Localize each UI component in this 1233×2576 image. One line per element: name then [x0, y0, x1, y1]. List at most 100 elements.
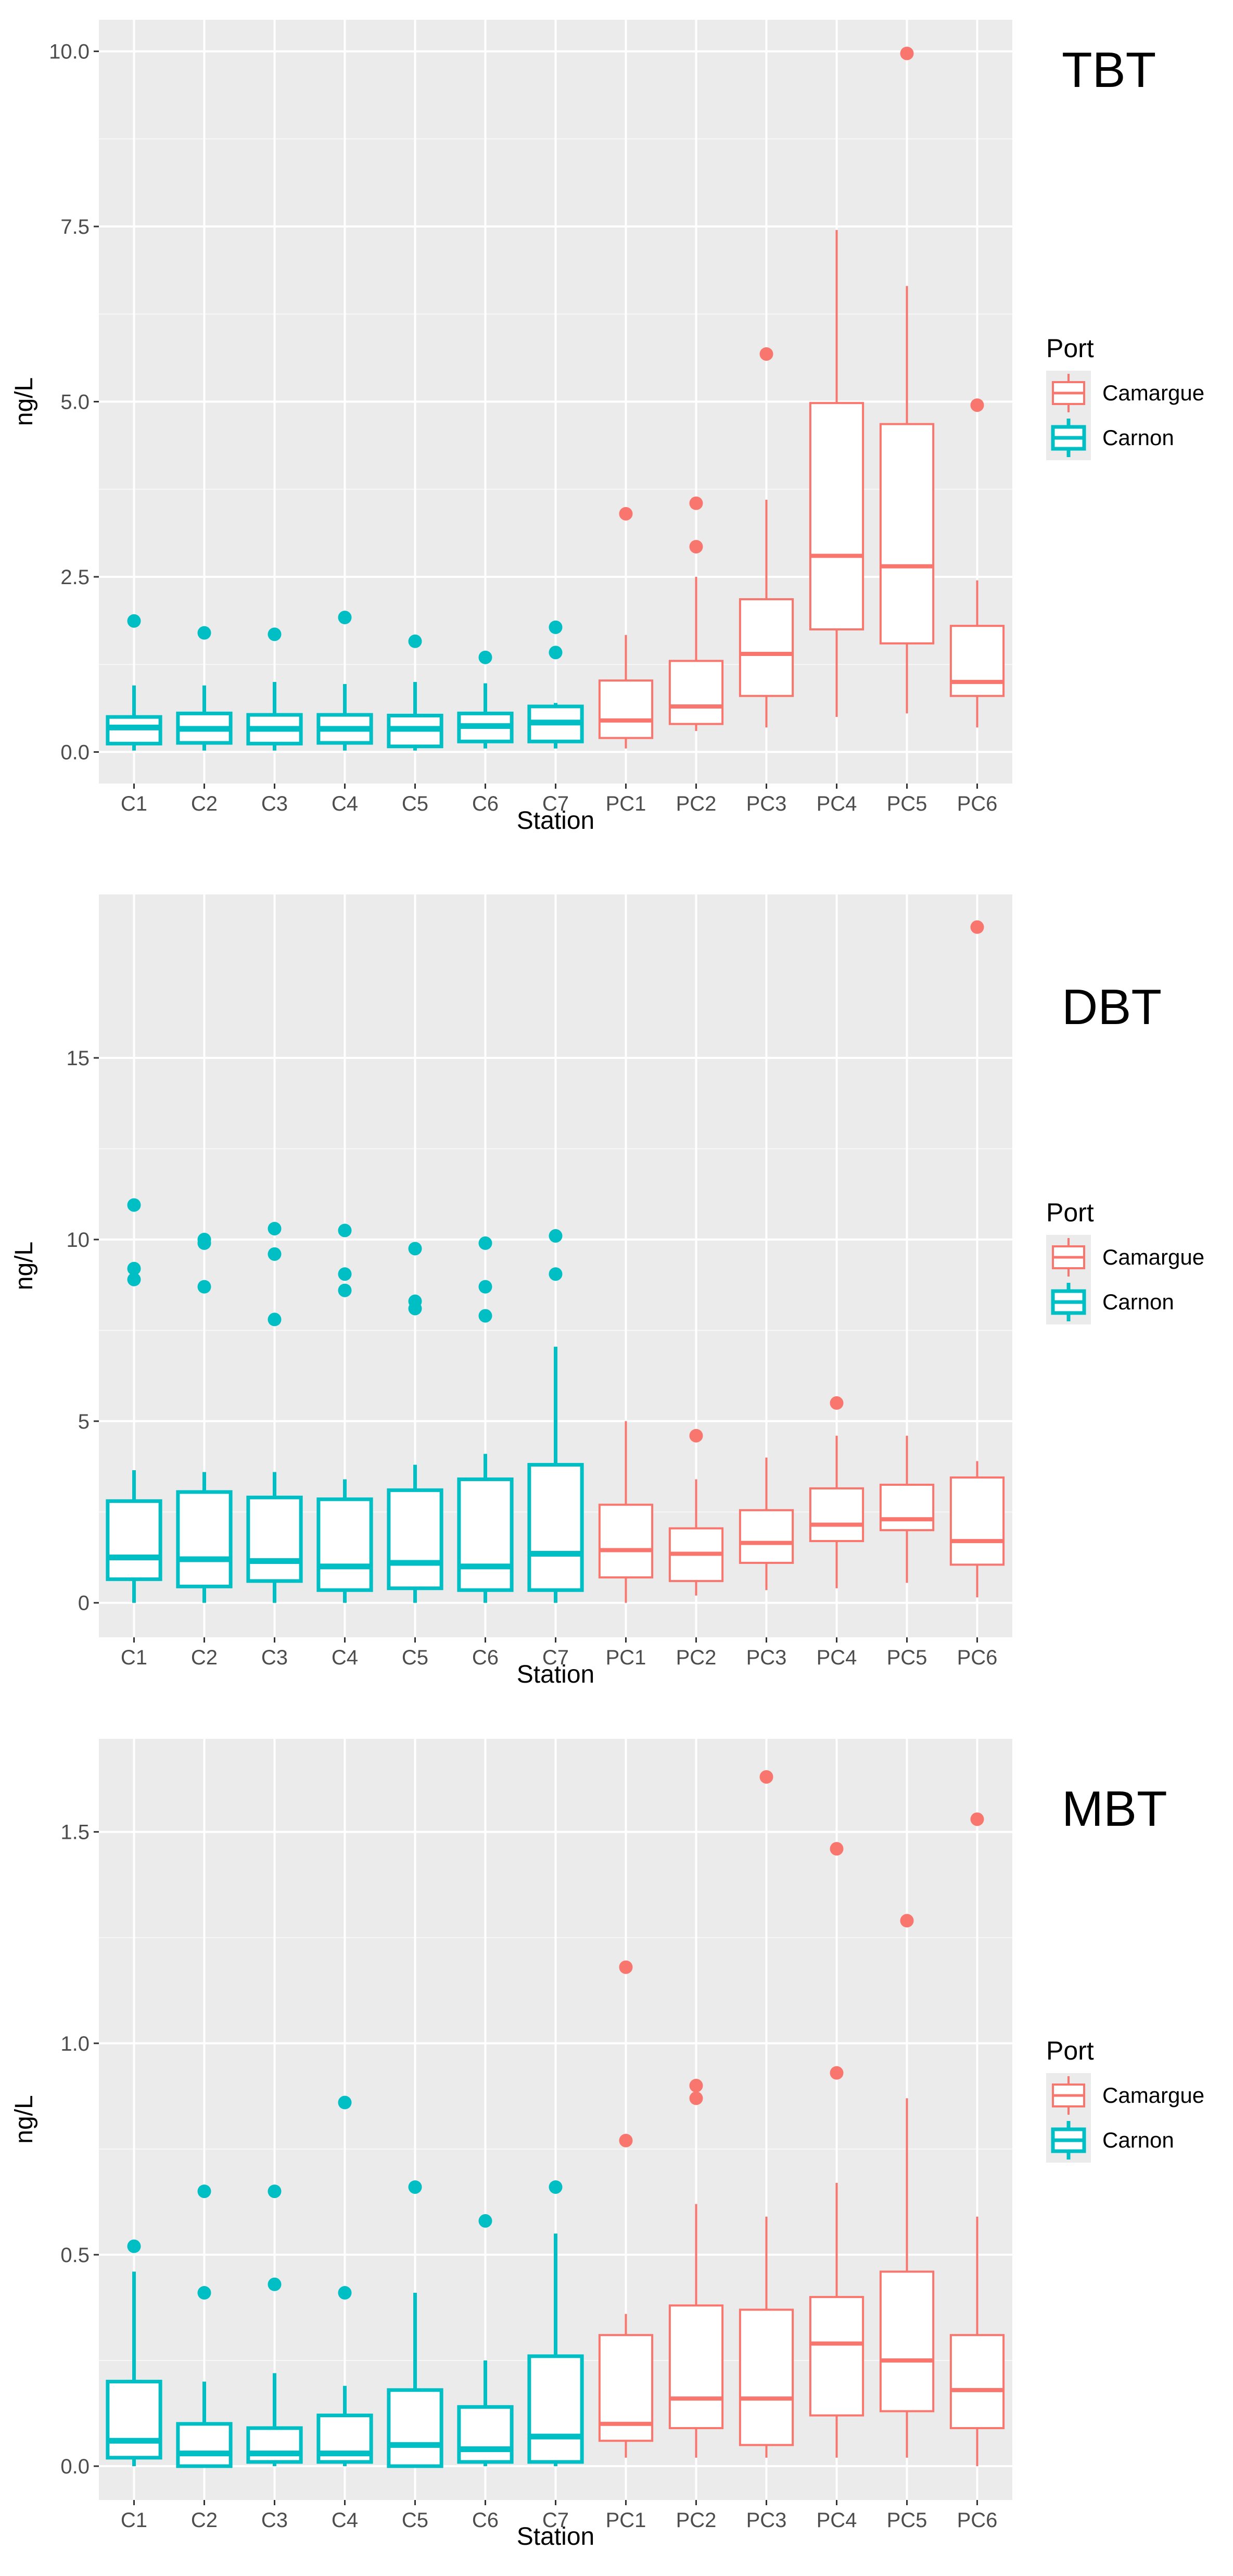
box-iqr [739, 1509, 794, 1564]
chart-panel-tbt: 0.0 2.5 5.0 7.5 10.0 C1 C2 C3 C4 C5 C6 C7 PC1 PC2 PC3 P… [0, 0, 1233, 875]
box-iqr [246, 2426, 303, 2464]
box-c6 [457, 650, 514, 749]
box-c3 [246, 1221, 303, 1603]
outlier-point [549, 620, 563, 634]
x-tick-label-pc2: PC2 [676, 1646, 717, 1669]
outlier-point [549, 646, 563, 660]
outlier-point [689, 2079, 703, 2093]
box-iqr [457, 1477, 514, 1592]
x-tick-label-c7: C7 [542, 792, 569, 815]
legend-dbt: Port Camargue Carnon [1046, 1197, 1204, 1324]
y-tick-label: 5.0 [60, 391, 90, 414]
box-c5 [387, 2180, 443, 2468]
legend-key-camargue-icon [1046, 2073, 1091, 2118]
outlier-point [689, 1429, 703, 1443]
outlier-point [338, 2286, 352, 2300]
box-pc3 [739, 1457, 794, 1590]
y-tick-label: 0.0 [60, 2455, 90, 2478]
outlier-point [830, 1396, 844, 1410]
outlier-point [549, 2180, 563, 2194]
outlier-point [970, 1812, 984, 1826]
y-tick-label: 0 [78, 1592, 90, 1615]
box-c7 [527, 2180, 584, 2467]
x-tick-label-c1: C1 [121, 792, 147, 815]
chart-svg-tbt: 0.0 2.5 5.0 7.5 10.0 C1 C2 C3 C4 C5 C6 C7 PC1 PC2 PC3 P… [10, 20, 1012, 835]
legend-key-carnon-icon [1046, 1280, 1091, 1324]
outlier-point [549, 1267, 563, 1281]
box-iqr [809, 1487, 865, 1543]
x-tick-label-pc1: PC1 [606, 792, 646, 815]
y-tick-label: 2.5 [60, 566, 90, 589]
box-iqr [106, 1499, 162, 1581]
legend-title: Port [1046, 2036, 1094, 2065]
box-c2 [176, 626, 233, 751]
box-pc4 [809, 230, 865, 717]
legend-key-camargue-icon [1046, 1235, 1091, 1280]
box-iqr [949, 1476, 1005, 1566]
box-pc1 [598, 1421, 654, 1603]
legend-mbt: Port Camargue Carnon [1046, 2036, 1204, 2163]
x-axis-title: Station [517, 807, 594, 835]
outlier-point [759, 347, 773, 361]
box-iqr [949, 625, 1005, 697]
outlier-point [268, 2277, 282, 2291]
chart-svg-dbt: 0 5 10 15 C1 C2 C3 C4 C5 C6 C7 PC1 PC2 PC3 PC4 PC5 PC6 St… [10, 894, 1012, 1688]
outlier-point [478, 2214, 492, 2228]
x-tick-label-pc6: PC6 [957, 1646, 998, 1669]
outlier-point [197, 2286, 211, 2300]
outlier-point [268, 2184, 282, 2199]
outlier-point [338, 1283, 352, 1297]
legend-tbt: Port Camargue Carnon [1046, 333, 1204, 460]
x-tick-label-c4: C4 [332, 792, 358, 815]
x-tick-label-pc3: PC3 [746, 2509, 787, 2532]
legend-item-carnon: Carnon [1046, 2118, 1204, 2163]
box-c4 [316, 1223, 373, 1603]
box-c1 [106, 1198, 162, 1603]
outlier-point [619, 2133, 633, 2148]
box-pc5 [879, 46, 935, 714]
legend-item-carnon: Carnon [1046, 1280, 1204, 1324]
x-tick-label-pc2: PC2 [676, 792, 717, 815]
outlier-point [549, 1229, 563, 1243]
box-iqr [527, 2354, 584, 2464]
y-axis-title: ng/L [10, 2095, 38, 2143]
outlier-point [408, 634, 422, 648]
box-pc5 [879, 1435, 935, 1583]
x-tick-label-pc4: PC4 [817, 2509, 857, 2532]
box-pc5 [879, 1914, 935, 2458]
box-pc1 [598, 1960, 654, 2458]
outlier-point [268, 1247, 282, 1261]
x-tick-label-c3: C3 [261, 792, 288, 815]
box-pc4 [809, 1842, 865, 2458]
x-tick-label-pc6: PC6 [957, 2509, 998, 2532]
outlier-point [268, 627, 282, 641]
y-tick-label: 15 [67, 1047, 90, 1070]
legend-title: Port [1046, 334, 1094, 363]
outlier-point [478, 1280, 492, 1294]
box-iqr [739, 598, 794, 697]
x-tick-label-c1: C1 [121, 1646, 147, 1669]
chart-title-dbt: DBT [1062, 979, 1162, 1035]
box-iqr [598, 1504, 654, 1579]
outlier-point [268, 1221, 282, 1235]
x-tick-label-pc6: PC6 [957, 792, 998, 815]
box-c2 [176, 2184, 233, 2468]
x-tick-label-pc1: PC1 [606, 2509, 646, 2532]
chart-panel-mbt: 0.0 0.5 1.0 1.5 C1 C2 C3 C4 C5 C6 C7 PC1 PC2 PC3 PC4 PC… [0, 1728, 1233, 2576]
outlier-point [338, 2095, 352, 2110]
box-c7 [527, 620, 584, 749]
box-iqr [668, 2304, 724, 2429]
box-pc6 [949, 398, 1005, 728]
outlier-point [127, 614, 141, 628]
outlier-point [900, 46, 914, 60]
outlier-point [197, 1280, 211, 1294]
box-pc3 [739, 1770, 794, 2458]
outlier-point [408, 1242, 422, 1256]
box-iqr [949, 2334, 1005, 2429]
outlier-point [478, 1309, 492, 1323]
outlier-point [970, 398, 984, 412]
box-c5 [387, 634, 443, 751]
x-tick-label-pc5: PC5 [887, 1646, 927, 1669]
outlier-point [338, 1223, 352, 1238]
box-pc6 [949, 1812, 1005, 2467]
